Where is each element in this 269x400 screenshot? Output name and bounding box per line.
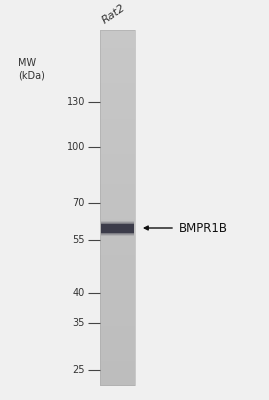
Bar: [100, 361, 135, 368]
Bar: [100, 290, 135, 297]
Bar: [100, 237, 135, 244]
Bar: [101, 224, 134, 232]
Bar: [100, 208, 135, 214]
Bar: [100, 302, 135, 308]
Bar: [100, 367, 135, 374]
Bar: [100, 119, 135, 125]
Bar: [100, 36, 135, 42]
Bar: [101, 232, 134, 236]
Bar: [100, 77, 135, 84]
Bar: [101, 232, 134, 234]
Bar: [100, 350, 135, 356]
Bar: [100, 249, 135, 255]
Bar: [100, 42, 135, 48]
Bar: [100, 219, 135, 226]
Bar: [100, 148, 135, 155]
Bar: [100, 296, 135, 303]
Bar: [100, 231, 135, 238]
Bar: [100, 125, 135, 131]
Bar: [100, 373, 135, 380]
Bar: [100, 243, 135, 250]
Text: Rat2: Rat2: [101, 2, 128, 26]
Bar: [100, 83, 135, 90]
Bar: [100, 214, 135, 220]
Bar: [100, 255, 135, 261]
Bar: [100, 326, 135, 332]
Bar: [100, 160, 135, 166]
Bar: [100, 338, 135, 344]
Bar: [100, 278, 135, 285]
Bar: [100, 184, 135, 190]
Text: 100: 100: [67, 142, 85, 152]
Bar: [101, 222, 134, 224]
Text: 130: 130: [67, 97, 85, 107]
Bar: [100, 225, 135, 232]
Bar: [100, 142, 135, 149]
Bar: [101, 222, 134, 224]
Bar: [100, 332, 135, 338]
Bar: [100, 308, 135, 314]
Bar: [100, 344, 135, 350]
Bar: [101, 232, 134, 234]
Text: 55: 55: [73, 235, 85, 245]
Bar: [100, 267, 135, 273]
Bar: [100, 196, 135, 202]
Bar: [100, 60, 135, 66]
Bar: [100, 172, 135, 178]
Bar: [100, 379, 135, 386]
Bar: [100, 66, 135, 72]
Text: 35: 35: [73, 318, 85, 328]
Bar: [100, 130, 135, 137]
Bar: [100, 30, 135, 36]
Text: 40: 40: [73, 288, 85, 298]
Bar: [100, 356, 135, 362]
Bar: [100, 202, 135, 208]
Bar: [100, 48, 135, 54]
Bar: [100, 154, 135, 161]
Text: MW
(kDa): MW (kDa): [18, 58, 45, 80]
Bar: [100, 320, 135, 326]
Bar: [100, 166, 135, 172]
Bar: [100, 178, 135, 184]
Bar: [100, 190, 135, 196]
Bar: [100, 89, 135, 96]
Bar: [101, 220, 134, 224]
Bar: [100, 261, 135, 267]
Text: 70: 70: [73, 198, 85, 208]
Bar: [100, 272, 135, 279]
Bar: [100, 95, 135, 102]
Bar: [100, 101, 135, 108]
Bar: [100, 284, 135, 291]
Bar: [100, 107, 135, 113]
Bar: [100, 30, 135, 385]
Bar: [100, 72, 135, 78]
Bar: [100, 314, 135, 320]
Bar: [100, 136, 135, 143]
Bar: [100, 54, 135, 60]
Text: 25: 25: [73, 365, 85, 375]
Text: BMPR1B: BMPR1B: [179, 222, 228, 234]
Bar: [100, 113, 135, 119]
